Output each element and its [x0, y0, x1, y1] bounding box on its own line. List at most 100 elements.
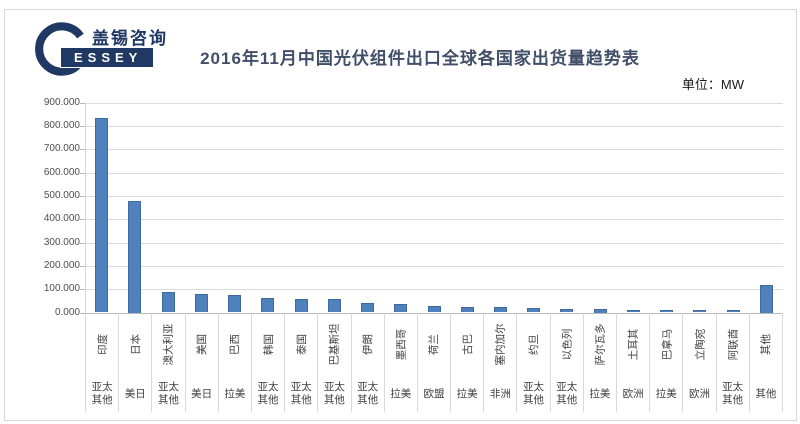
y-tick-label: 200.000: [43, 259, 80, 271]
region-label: 亚太其他: [357, 381, 379, 406]
category-name-cell: 印度: [86, 313, 118, 376]
chart-bar: [726, 309, 740, 313]
gridline: [85, 219, 783, 221]
region-label: 亚太其他: [556, 381, 578, 406]
category-name-cell: 日本: [119, 313, 151, 376]
category-name-label: 约旦: [528, 334, 541, 355]
chart-bar: [427, 305, 441, 313]
category-name-label: 阿联酋: [727, 328, 740, 361]
category-name-label: 墨西哥: [395, 328, 408, 361]
region-label: 美日: [191, 387, 213, 400]
category-name-cell: 美国: [186, 313, 218, 376]
category-name-cell: 泰国: [285, 313, 317, 376]
region-label: 亚太其他: [157, 381, 179, 406]
chart-bar: [361, 302, 375, 313]
category-name-label: 其他: [760, 334, 773, 355]
category-name-label: 土耳其: [627, 328, 640, 361]
region-label: 拉美: [589, 387, 611, 400]
chart-bar: [660, 309, 674, 313]
gridline: [85, 125, 783, 127]
category-name-label: 塞内加尔: [494, 323, 507, 366]
y-tick-mark: [80, 195, 85, 197]
category-name-cell: 立陶宛: [683, 313, 715, 376]
region-label: 拉美: [390, 387, 412, 400]
y-tick-label: 800.000: [43, 119, 80, 131]
gridline: [85, 102, 783, 104]
category-name-label: 美国: [196, 334, 209, 355]
category-name-cell: 巴西: [219, 313, 251, 376]
region-label: 亚太其他: [91, 381, 113, 406]
category-name-cell: 巴拿马: [650, 313, 682, 376]
y-tick-label: 700.000: [43, 143, 80, 155]
region-label: 非洲: [489, 387, 511, 400]
category-name-label: 泰国: [295, 334, 308, 355]
chart-bar: [493, 307, 507, 313]
category-column: 塞内加尔 非洲: [484, 313, 518, 412]
category-column: 阿联酋 亚太其他: [717, 313, 750, 412]
category-column: 韩国 亚太其他: [252, 313, 286, 412]
category-name-cell: 伊朗: [352, 313, 384, 376]
region-label: 亚太其他: [523, 381, 545, 406]
category-name-label: 韩国: [262, 334, 275, 355]
y-tick-mark: [80, 172, 85, 174]
gridline: [85, 149, 783, 151]
category-column: 印度 亚太其他: [85, 313, 120, 412]
region-label: 欧洲: [622, 387, 644, 400]
category-name-cell: 荷兰: [418, 313, 450, 376]
category-name-cell: 古巴: [451, 313, 483, 376]
region-label: 其他: [755, 387, 777, 400]
chart-bar: [95, 118, 109, 313]
region-label: 美日: [124, 387, 146, 400]
x-axis-line: [85, 312, 783, 314]
y-axis-line: [85, 102, 86, 313]
category-column: 巴拿马 拉美: [650, 313, 684, 412]
chart-bar: [261, 297, 275, 313]
category-name-cell: 以色列: [551, 313, 583, 376]
y-tick-label: 600.000: [43, 166, 80, 178]
chart-bar: [327, 298, 341, 313]
category-name-cell: 巴基斯坦: [318, 313, 350, 376]
category-column: 荷兰 欧盟: [418, 313, 452, 412]
category-name-label: 古巴: [461, 334, 474, 355]
y-tick-mark: [80, 312, 85, 314]
category-name-label: 巴拿马: [660, 328, 673, 361]
y-tick-mark: [80, 265, 85, 267]
y-tick-label: 900.000: [43, 96, 80, 108]
category-column: 巴基斯坦 亚太其他: [318, 313, 352, 412]
gridline: [85, 195, 783, 197]
region-label: 欧洲: [688, 387, 710, 400]
chart-bar: [161, 291, 175, 313]
category-name-label: 以色列: [561, 328, 574, 361]
y-tick-mark: [80, 149, 85, 151]
y-tick-label: 0.000: [54, 306, 80, 318]
category-name-label: 荷兰: [428, 334, 441, 355]
category-name-label: 印度: [96, 334, 109, 355]
gessey-logo: 盖锡咨询 ESSEY: [34, 18, 166, 76]
chart-bar: [626, 309, 640, 313]
category-name-cell: 澳大利亚: [152, 313, 184, 376]
category-column: 泰国 亚太其他: [285, 313, 319, 412]
category-column: 萨尔瓦多 拉美: [584, 313, 617, 412]
chart-bar: [527, 307, 541, 313]
category-column: 美国 美日: [186, 313, 219, 412]
category-column: 约旦 亚太其他: [517, 313, 551, 412]
category-name-label: 日本: [129, 334, 142, 355]
y-tick-label: 100.000: [43, 283, 80, 295]
category-name-cell: 韩国: [252, 313, 284, 376]
x-axis-area: 印度 亚太其他 日本 美日 澳大利亚 亚太其他 美国 美日 巴西 拉美 韩国 亚太其他 泰国 亚太其他 巴基…: [85, 313, 783, 412]
category-column: 土耳其 欧洲: [617, 313, 651, 412]
gridline: [85, 172, 783, 174]
category-name-cell: 约旦: [517, 313, 549, 376]
category-name-label: 巴西: [229, 334, 242, 355]
logo-g-icon: [35, 22, 84, 76]
y-tick-mark: [80, 242, 85, 244]
chart-bar: [460, 306, 474, 313]
chart-bar: [593, 309, 607, 313]
category-name-label: 巴基斯坦: [328, 323, 341, 366]
category-name-label: 伊朗: [362, 334, 375, 355]
chart-frame: [4, 9, 797, 421]
chart-bar: [560, 308, 574, 313]
y-tick-label: 300.000: [43, 236, 80, 248]
category-name-cell: 墨西哥: [385, 313, 417, 376]
